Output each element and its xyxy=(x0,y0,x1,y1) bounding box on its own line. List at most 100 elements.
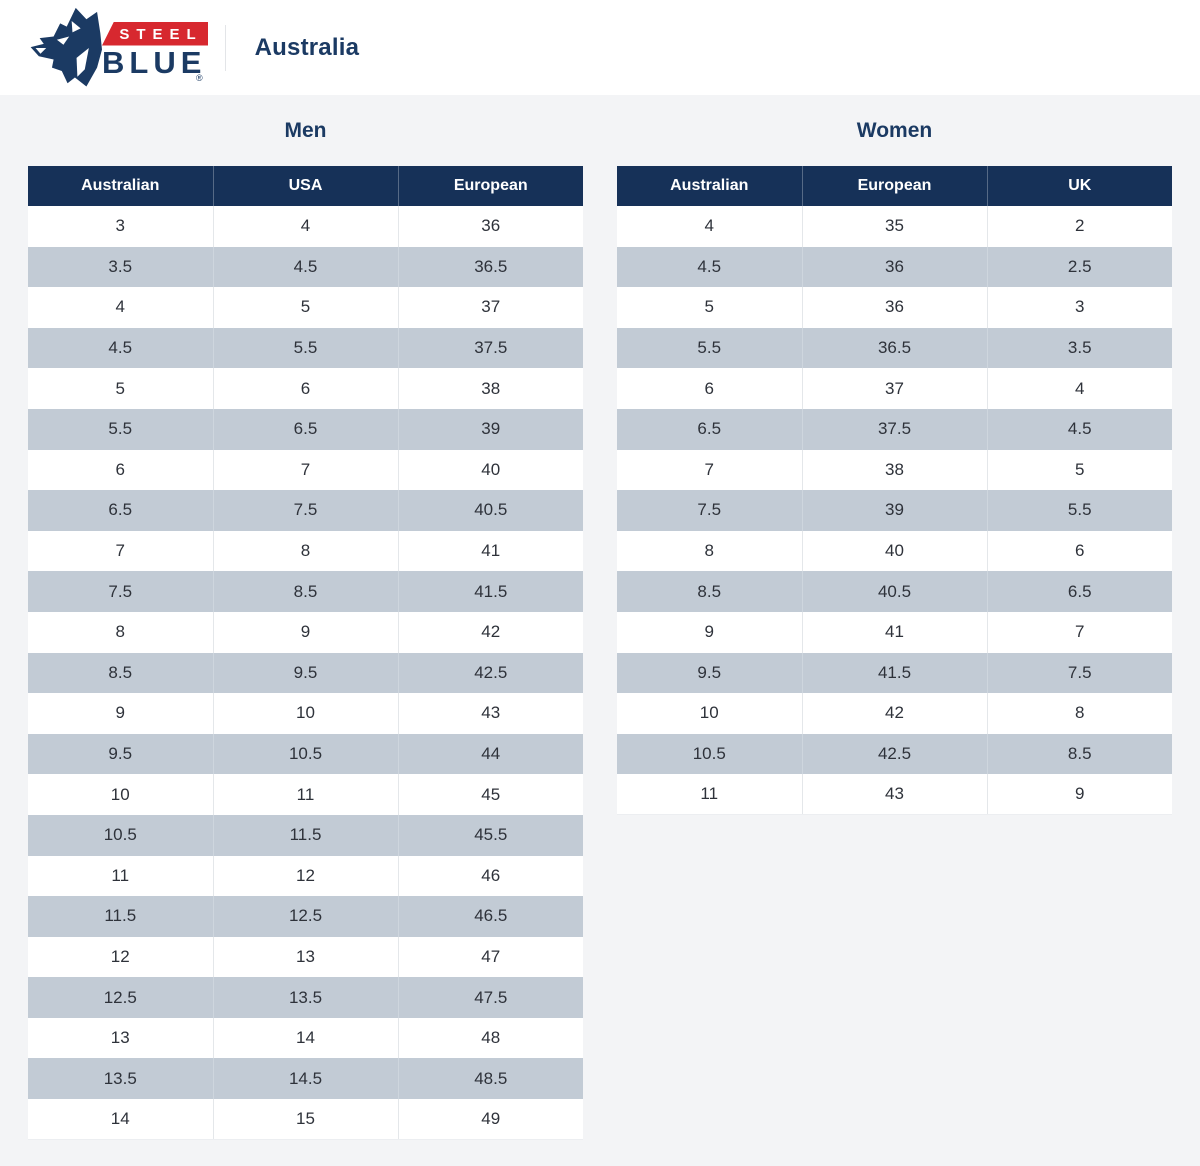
size-cell: 36 xyxy=(801,246,987,288)
size-cell: 4.5 xyxy=(212,246,398,288)
size-cell: 37.5 xyxy=(397,327,583,369)
table-row: 7 38 5 xyxy=(617,449,1172,491)
size-cell: 7 xyxy=(617,449,802,491)
brand-wordmark: STEEL BLUE xyxy=(102,21,208,80)
table-row: 11.5 12.5 46.5 xyxy=(28,896,583,937)
top-bar: STEEL BLUE ® Australia xyxy=(0,0,1200,95)
size-cell: 6 xyxy=(28,449,213,491)
size-cell: 10 xyxy=(617,693,802,734)
size-cell: 37.5 xyxy=(801,408,987,450)
size-cell: 9 xyxy=(986,774,1172,816)
size-cell: 39 xyxy=(801,490,987,531)
size-cell: 14 xyxy=(28,1099,213,1141)
size-cell: 7.5 xyxy=(28,571,213,612)
table-row: 9.5 10.5 44 xyxy=(28,733,583,775)
table-row: 3 4 36 xyxy=(28,206,583,247)
table-row: 8 9 42 xyxy=(28,611,583,653)
size-cell: 13.5 xyxy=(212,977,398,1018)
column-header: European xyxy=(801,166,987,206)
size-cell: 14 xyxy=(212,1017,398,1059)
size-cell: 11 xyxy=(28,855,213,897)
size-cell: 12 xyxy=(212,855,398,897)
size-cell: 36.5 xyxy=(397,246,583,288)
size-cell: 36 xyxy=(801,287,987,328)
size-cell: 5 xyxy=(986,449,1172,491)
size-cell: 45.5 xyxy=(397,814,583,856)
size-cell: 10.5 xyxy=(212,733,398,775)
column-header: USA xyxy=(212,166,398,206)
column-header: Australian xyxy=(617,166,802,206)
size-cell: 6.5 xyxy=(212,408,398,450)
table-row: 8.5 40.5 6.5 xyxy=(617,571,1172,612)
size-cell: 9 xyxy=(212,611,398,653)
size-cell: 9.5 xyxy=(617,652,802,694)
men-size-section: Men Australian USA European 3 4 36 3.5 4.5 36.5 4… xyxy=(28,95,583,1141)
size-cell: 4.5 xyxy=(986,408,1172,450)
size-cell: 37 xyxy=(397,287,583,328)
size-cell: 6 xyxy=(617,368,802,409)
size-cell: 40 xyxy=(801,530,987,572)
size-cell: 7.5 xyxy=(617,490,802,531)
size-cell: 5.5 xyxy=(617,327,802,369)
size-cell: 46.5 xyxy=(397,896,583,937)
table-row: 8.5 9.5 42.5 xyxy=(28,652,583,694)
size-cell: 14.5 xyxy=(212,1058,398,1100)
size-cell: 42 xyxy=(397,611,583,653)
size-cell: 8.5 xyxy=(212,571,398,612)
table-row: 10 11 45 xyxy=(28,774,583,815)
size-cell: 3 xyxy=(28,206,213,247)
header-divider xyxy=(224,24,226,71)
size-cell: 7 xyxy=(212,449,398,491)
table-row: 7.5 39 5.5 xyxy=(617,490,1172,531)
size-cell: 41.5 xyxy=(397,571,583,612)
table-row: 11 43 9 xyxy=(617,774,1172,816)
size-cell: 6 xyxy=(212,368,398,409)
size-cell: 8.5 xyxy=(617,571,802,612)
table-row: 4 5 37 xyxy=(28,287,583,328)
size-cell: 44 xyxy=(397,733,583,775)
size-cell: 11.5 xyxy=(212,814,398,856)
size-cell: 43 xyxy=(801,774,987,816)
size-cell: 11.5 xyxy=(28,896,213,937)
table-row: 9 41 7 xyxy=(617,611,1172,653)
table-row: 7 8 41 xyxy=(28,530,583,572)
size-cell: 5 xyxy=(212,287,398,328)
size-cell: 10 xyxy=(212,693,398,734)
size-cell: 2 xyxy=(986,206,1172,247)
women-size-table: Australian European UK 4 35 2 4.5 36 2.5 5 36 3 5.5 3… xyxy=(617,166,1172,816)
size-cell: 4 xyxy=(617,206,802,247)
size-cell: 48.5 xyxy=(397,1058,583,1100)
table-row: 5.5 6.5 39 xyxy=(28,408,583,450)
table-row: 9.5 41.5 7.5 xyxy=(617,652,1172,694)
size-cell: 47 xyxy=(397,936,583,978)
size-cell: 10 xyxy=(28,774,213,815)
size-cell: 3 xyxy=(986,287,1172,328)
size-cell: 8.5 xyxy=(986,733,1172,775)
women-size-section: Women Australian European UK 4 35 2 4.5 36 2.5 5 3… xyxy=(617,95,1172,816)
steel-blue-logo[interactable]: STEEL BLUE ® xyxy=(28,7,208,89)
size-cell: 12.5 xyxy=(28,977,213,1018)
size-cell: 3.5 xyxy=(986,327,1172,369)
size-cell: 42.5 xyxy=(801,733,987,775)
size-cell: 5.5 xyxy=(28,408,213,450)
size-cell: 5.5 xyxy=(986,490,1172,531)
table-row: 4.5 36 2.5 xyxy=(617,246,1172,288)
brand-blue-label: BLUE xyxy=(102,44,207,80)
size-cell: 46 xyxy=(397,855,583,897)
size-cell: 8.5 xyxy=(28,652,213,694)
size-cell: 5 xyxy=(28,368,213,409)
region-label: Australia xyxy=(254,33,360,61)
size-cell: 7 xyxy=(28,530,213,572)
size-cell: 35 xyxy=(801,206,987,247)
size-cell: 6.5 xyxy=(986,571,1172,612)
size-cell: 11 xyxy=(212,774,398,815)
size-cell: 40 xyxy=(397,449,583,491)
size-cell: 9 xyxy=(617,611,802,653)
wolf-icon xyxy=(28,7,112,89)
size-cell: 7.5 xyxy=(212,490,398,531)
table-row: 10.5 42.5 8.5 xyxy=(617,733,1172,775)
column-header: Australian xyxy=(28,166,213,206)
table-row: 11 12 46 xyxy=(28,855,583,897)
size-cell: 9.5 xyxy=(28,733,213,775)
size-cell: 38 xyxy=(397,368,583,409)
